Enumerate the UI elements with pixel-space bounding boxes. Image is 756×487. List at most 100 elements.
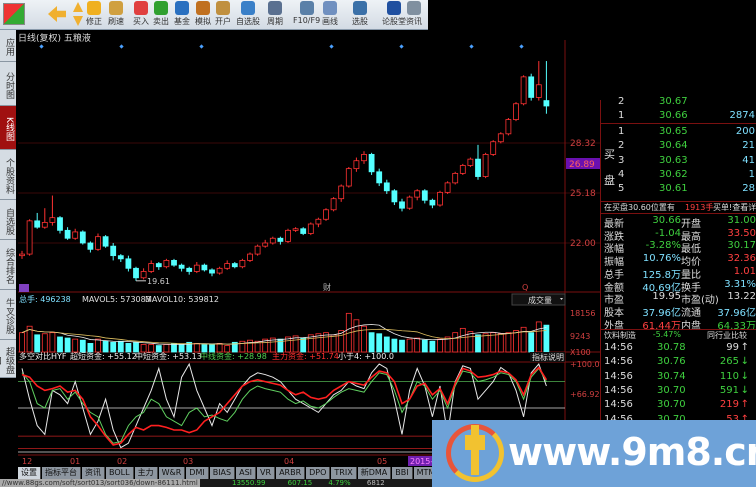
tick-row: 14:56 30.76 265 ↓: [601, 356, 756, 369]
toolbar-button-6[interactable]: 开户: [215, 1, 231, 27]
quote-label: 涨跌: [604, 231, 624, 243]
window-icon[interactable]: [3, 3, 25, 25]
toolbar-button-5[interactable]: 模拟: [195, 1, 211, 27]
indicator-tab-8[interactable]: ASI: [236, 467, 257, 479]
indicator-tab-2[interactable]: 资讯: [82, 467, 105, 479]
back-arrow-icon[interactable]: [48, 6, 66, 22]
status-url: //www.88gs.com/soft/sort013/sort036/down…: [0, 479, 200, 487]
volume-tick-label: X100: [570, 348, 591, 357]
quote-value: 33.50: [727, 227, 756, 239]
bid-row: 1 30.65 200: [601, 126, 756, 139]
price-tick-label: 28.32: [570, 139, 596, 149]
indicator-tab-10[interactable]: ARBR: [276, 467, 306, 479]
volume-bar: [140, 344, 147, 353]
tick-time: 14:56: [604, 399, 633, 411]
indicator-tab-11[interactable]: DPO: [306, 467, 331, 479]
indicator-name: 多空对比HYF: [19, 351, 67, 361]
tick-direction-icon: ↑: [740, 342, 749, 353]
status-value-2: 607.15: [287, 479, 313, 487]
toolbar-button-11[interactable]: 选股: [352, 1, 368, 27]
indicator-tab-6[interactable]: DMI: [186, 467, 209, 479]
toolbar-button-4[interactable]: 基金: [174, 1, 190, 27]
left-tab-6[interactable]: 牛叉诊股: [0, 290, 16, 340]
quote-value: 31.00: [727, 215, 756, 226]
candle-body: [459, 165, 466, 174]
indicator-tab-14[interactable]: BBI: [392, 467, 413, 479]
period-clock-icon: [268, 1, 282, 15]
left-tab-0[interactable]: 应用: [0, 30, 16, 62]
candle-body: [79, 231, 86, 244]
candle-body: [34, 220, 41, 228]
chevron-down-icon: [560, 298, 563, 300]
indicator-tab-12[interactable]: TRIX: [331, 467, 357, 479]
toolbar-button-12[interactable]: 论股堂: [382, 1, 406, 27]
kline-chart[interactable]: 28.32 25.18 22.00 26.89 19.61 财 Q 总手: 496238 MAV…: [0, 40, 600, 480]
indicator-tab-0[interactable]: 设置: [18, 467, 41, 479]
tick-volume: 53: [726, 413, 739, 425]
indicator-tab-7[interactable]: BIAS: [209, 467, 236, 479]
tick-price: 30.76: [657, 356, 686, 368]
toolbar-button-9[interactable]: F10/F9: [293, 1, 320, 25]
volume-bar: [459, 327, 466, 353]
quote-value: 13.22: [727, 291, 756, 303]
bid-level: 4: [618, 168, 625, 180]
tick-row: 14:56 30.74 110 ↓: [601, 371, 756, 384]
toolbar-button-0[interactable]: 修正: [86, 1, 102, 27]
order-notice-link: 买单!查看详细: [713, 203, 756, 212]
candle-body: [224, 263, 231, 269]
toolbar-label: 刷速: [108, 17, 124, 26]
toolbar-button-13[interactable]: 资讯: [406, 1, 422, 27]
left-tab-3[interactable]: 个股资料: [0, 150, 16, 200]
toolbar-button-3[interactable]: 卖出: [153, 1, 169, 27]
volume-bar: [231, 341, 238, 353]
left-tab-1[interactable]: 分时图: [0, 62, 16, 106]
toolbar-button-8[interactable]: 周期: [267, 1, 283, 27]
tick-row: 14:56 30.70 219 ↑: [601, 399, 756, 412]
indicator-value-1: 超短资金: +55.12: [70, 351, 137, 361]
left-tab-5[interactable]: 综合排名: [0, 240, 16, 290]
event-diamond-icon: [119, 44, 124, 49]
left-tab-2[interactable]: K线图: [0, 106, 16, 150]
indicator-tab-9[interactable]: VR: [257, 467, 276, 479]
x-axis-label: 01: [70, 457, 80, 466]
candle-body: [383, 182, 390, 192]
toolbar-button-2[interactable]: 买入: [133, 1, 149, 27]
toolbar-button-10[interactable]: 画线: [322, 1, 338, 27]
left-tab-4[interactable]: 自选股: [0, 200, 16, 240]
bid-level: 5: [618, 183, 625, 195]
indicator-help-button[interactable]: [530, 352, 565, 362]
indicator-tab-13[interactable]: 新DMA: [357, 467, 392, 479]
down-arrow-icon[interactable]: [73, 16, 83, 26]
indicator-tab-5[interactable]: W&R: [158, 467, 186, 479]
volume-bar: [57, 336, 63, 353]
event-diamond-icon: [329, 44, 334, 49]
candle-body: [376, 171, 383, 184]
ask-level: 2: [618, 96, 625, 107]
toolbar-label: 自选股: [236, 17, 260, 26]
toolbar-label: 画线: [322, 17, 338, 26]
tick-price: 30.70: [657, 384, 686, 396]
volume-bar: [277, 338, 284, 353]
indicator-tab-1[interactable]: 指标平台: [42, 467, 81, 479]
up-arrow-icon[interactable]: [73, 2, 83, 12]
quote-value: 3.31%: [724, 278, 756, 290]
toolbar-button-1[interactable]: 刷速: [108, 1, 124, 27]
volume-bar: [391, 338, 398, 353]
left-tab-7[interactable]: 超级盘口: [0, 340, 16, 378]
bid-level: 2: [618, 140, 625, 152]
quote-value: 125.8万: [642, 269, 681, 281]
event-diamond-icon: [399, 44, 404, 49]
toolbar-button-7[interactable]: 自选股: [236, 1, 260, 27]
ask-price: 30.66: [659, 110, 688, 121]
indicator-tab-4[interactable]: 主力: [134, 467, 158, 479]
volume-selector[interactable]: [511, 293, 566, 306]
candle-body: [421, 190, 428, 201]
volume-bar: [216, 343, 223, 353]
bid-row: 5 30.61 28: [601, 183, 756, 196]
x-axis-label: 04: [284, 457, 294, 466]
candle-body: [41, 222, 48, 228]
event-diamond-icon: [519, 44, 524, 49]
candle-body: [186, 267, 193, 272]
quote-value: 1.01: [733, 265, 756, 277]
indicator-tab-3[interactable]: BOLL: [106, 467, 134, 479]
